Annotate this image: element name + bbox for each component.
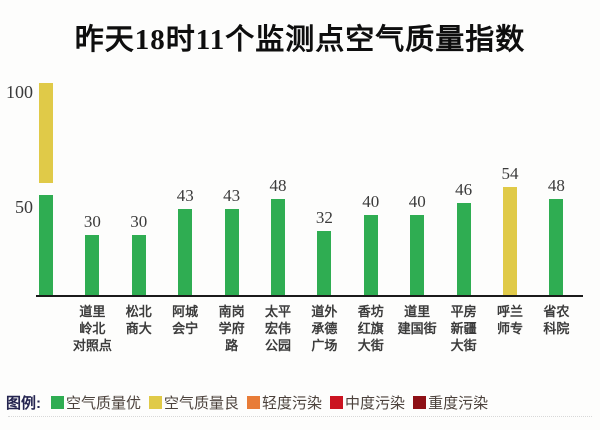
legend-item-excellent: 空气质量优 [51, 392, 141, 413]
legend-label-moderate-pollution: 中度污染 [345, 395, 406, 412]
legend-item-good: 空气质量良 [149, 392, 239, 413]
bar-9 [503, 187, 517, 295]
bar-value-1: 30 [130, 212, 148, 231]
bar-5 [317, 231, 332, 295]
bar-7 [410, 215, 425, 295]
x-label-6: 香坊 红旗 大街 [357, 304, 384, 353]
legend-item-light-pollution: 轻度污染 [247, 392, 322, 413]
bar-value-4: 48 [269, 176, 287, 195]
bar-8 [456, 203, 471, 295]
bar-3 [224, 209, 239, 295]
bar-value-3: 43 [223, 186, 241, 205]
bar-2 [178, 209, 193, 295]
y-tick-50: 50 [15, 197, 33, 217]
x-label-7: 道里 建国街 [397, 304, 437, 336]
bar-4 [271, 199, 285, 295]
bar-chart-plot-area: 50 100 30 30 43 43 48 32 40 40 46 54 48 [6, 72, 583, 297]
legend-swatch-heavy-pollution-icon [413, 396, 427, 409]
legend-title: 图例: [6, 395, 41, 412]
axis-scale-segment-0 [39, 195, 53, 295]
x-label-9: 呼兰 师专 [496, 304, 523, 336]
x-label-8: 平房 新疆 大街 [450, 304, 477, 353]
bar-10 [549, 199, 564, 295]
legend-item-heavy-pollution: 重度污染 [413, 392, 488, 413]
bar-value-8: 46 [455, 180, 473, 199]
x-axis-line [36, 295, 583, 297]
bar-value-7: 40 [408, 192, 426, 211]
bar-value-6: 40 [362, 192, 380, 211]
bar-value-5: 32 [315, 208, 333, 227]
x-label-1: 松北 商大 [125, 304, 152, 336]
x-label-0: 道里 岭北 对照点 [72, 304, 112, 353]
bar-value-9: 54 [501, 164, 519, 183]
x-label-4: 太平 宏伟 公园 [264, 304, 291, 353]
legend-label-light-pollution: 轻度污染 [262, 395, 323, 412]
bar-value-0: 30 [83, 212, 101, 231]
legend: 图例: 空气质量优 空气质量良 轻度污染 中度污染 重度污染 [6, 392, 598, 413]
legend-swatch-good-icon [149, 396, 163, 409]
x-label-10: 省农 科院 [543, 304, 570, 336]
legend-item-moderate-pollution: 中度污染 [330, 392, 405, 413]
legend-swatch-moderate-pollution-icon [330, 396, 344, 409]
bar-6 [363, 215, 378, 295]
x-axis-labels: 道里 岭北 对照点 松北 商大 阿城 会宁 南岗 学府路太平 宏伟 公园 道外 承德 广场 香坊 红旗 大街 道里… [36, 303, 583, 385]
bar-1 [131, 235, 146, 295]
legend-label-excellent: 空气质量优 [66, 395, 142, 412]
x-label-3: 南岗 学府路 [218, 304, 245, 353]
legend-label-good: 空气质量良 [164, 395, 240, 412]
bar-value-2: 43 [176, 186, 194, 205]
legend-swatch-light-pollution-icon [247, 396, 261, 409]
legend-label-heavy-pollution: 重度污染 [428, 395, 489, 412]
scan-artifact-line [8, 416, 592, 417]
bar-value-10: 48 [547, 176, 565, 195]
bar-0 [85, 235, 100, 295]
axis-scale-segment-1 [39, 83, 53, 183]
x-label-2: 阿城 会宁 [172, 304, 199, 336]
x-label-5: 道外 承德 广场 [311, 304, 338, 353]
chart-title: 昨天18时11个监测点空气质量指数 [74, 24, 526, 56]
y-tick-100: 100 [6, 82, 33, 102]
legend-swatch-excellent-icon [51, 396, 64, 409]
